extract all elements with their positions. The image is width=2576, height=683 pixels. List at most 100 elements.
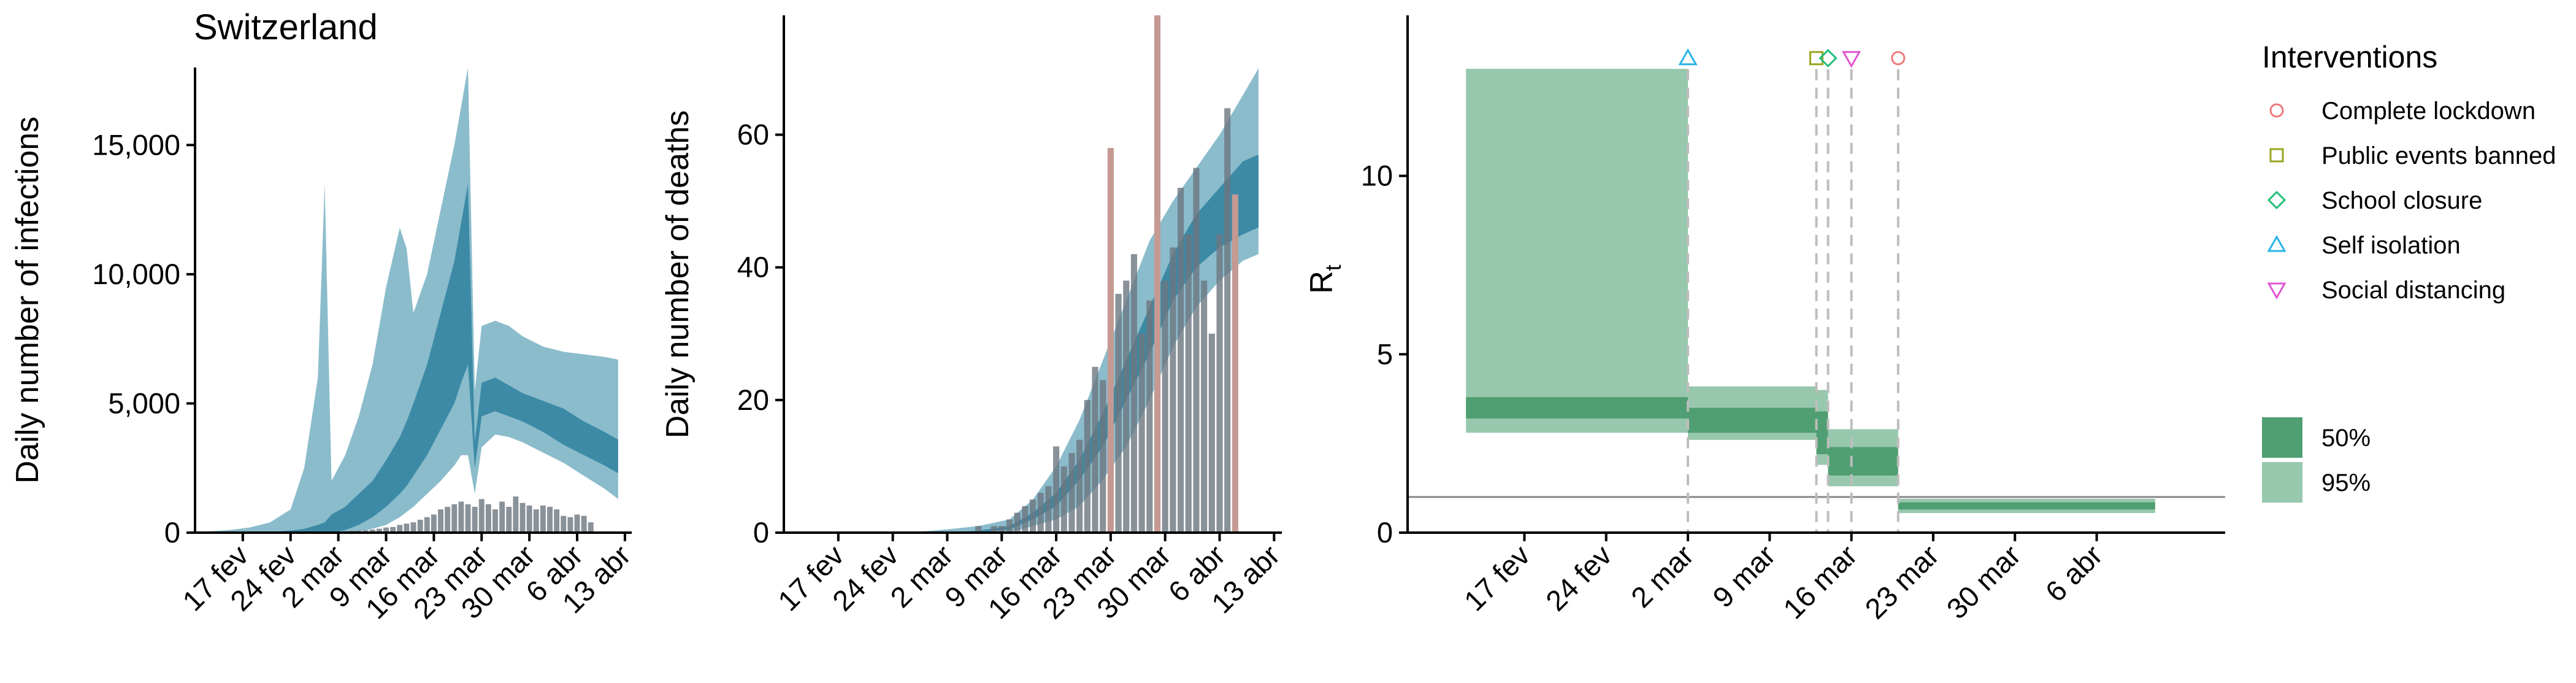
observed-bar bbox=[1100, 380, 1106, 533]
observed-bar bbox=[999, 526, 1005, 533]
observed-bar bbox=[588, 522, 594, 533]
rt-band-50 bbox=[1466, 397, 1689, 419]
y-axis-title: Daily number of deaths bbox=[660, 110, 696, 439]
y-tick-label: 5 bbox=[1377, 338, 1393, 370]
observed-bar bbox=[540, 505, 546, 533]
observed-bar bbox=[431, 514, 437, 533]
intervention-marker-circle bbox=[1891, 51, 1906, 66]
observed-bar bbox=[1201, 280, 1208, 533]
observed-bar bbox=[438, 509, 443, 533]
y-axis-title-main: R bbox=[1304, 271, 1340, 294]
observed-bar bbox=[975, 526, 982, 533]
observed-bar bbox=[1208, 333, 1215, 533]
highlight-bar bbox=[1107, 148, 1114, 533]
rt-band-50 bbox=[1688, 407, 1817, 433]
observed-bar bbox=[1123, 280, 1130, 533]
observed-bar bbox=[533, 509, 539, 533]
y-tick-label: 10,000 bbox=[92, 258, 180, 290]
intervention-marker-triangle-down bbox=[1842, 51, 1861, 68]
legend-title: Interventions bbox=[2262, 40, 2437, 74]
y-tick-label: 40 bbox=[737, 251, 769, 284]
legend-key-diamond bbox=[2267, 190, 2287, 210]
observed-bar bbox=[410, 522, 416, 533]
intervention-marker-square bbox=[1809, 51, 1823, 66]
observed-bar bbox=[513, 496, 519, 533]
observed-bar bbox=[1115, 293, 1122, 533]
observed-bar bbox=[424, 517, 430, 533]
observed-bar bbox=[1130, 254, 1138, 533]
observed-bar bbox=[376, 528, 382, 533]
band-50 bbox=[908, 155, 1259, 533]
legend-key-triangle-down bbox=[2267, 282, 2287, 300]
observed-bar bbox=[1084, 399, 1091, 533]
observed-bar bbox=[1022, 506, 1029, 533]
legend-key-square bbox=[2269, 148, 2284, 163]
y-tick-label: 0 bbox=[1377, 516, 1393, 549]
observed-bar bbox=[1138, 333, 1145, 533]
observed-bar bbox=[369, 529, 375, 533]
observed-bar bbox=[526, 505, 532, 533]
y-tick-label: 15,000 bbox=[92, 128, 180, 161]
legend-band-label: 50% bbox=[2321, 425, 2371, 452]
observed-bar bbox=[404, 523, 410, 533]
y-axis-title: Daily number of infections bbox=[10, 117, 45, 484]
observed-bar bbox=[991, 526, 997, 533]
observed-bar bbox=[1185, 234, 1192, 533]
observed-bar bbox=[445, 506, 451, 533]
legend-key-triangle-up bbox=[2267, 234, 2287, 252]
observed-bar bbox=[493, 509, 498, 533]
rt-band-95 bbox=[1466, 69, 1689, 433]
observed-bar bbox=[383, 527, 389, 533]
rt-band-50 bbox=[1898, 502, 2155, 510]
legend-item-label: Self isolation bbox=[2321, 232, 2461, 259]
observed-bar bbox=[1146, 300, 1153, 533]
intervention-marker-triangle-up bbox=[1678, 48, 1698, 66]
legend-item-label: Complete lockdown bbox=[2321, 98, 2536, 125]
observed-bar bbox=[1006, 519, 1013, 533]
observed-bar bbox=[451, 504, 458, 533]
observed-bar bbox=[1193, 168, 1200, 533]
interventions-legend: Interventions Complete lockdown Public eve… bbox=[2262, 40, 2556, 503]
y-axis-title-subscript: t bbox=[1321, 264, 1346, 271]
observed-bar bbox=[1177, 188, 1184, 533]
observed-bar bbox=[561, 515, 567, 533]
observed-bar bbox=[1092, 366, 1098, 533]
observed-bar bbox=[1029, 499, 1037, 533]
rt-band-50 bbox=[1828, 447, 1898, 476]
y-tick-label: 0 bbox=[753, 516, 769, 549]
observed-bar bbox=[499, 501, 505, 533]
observed-bar bbox=[397, 525, 403, 533]
band-50 bbox=[209, 183, 618, 533]
legend-item-label: Public events banned bbox=[2321, 142, 2556, 169]
rt-band-50 bbox=[1816, 411, 1828, 455]
observed-bar bbox=[1216, 234, 1223, 533]
observed-bar bbox=[1014, 512, 1021, 533]
observed-bar bbox=[362, 530, 369, 533]
observed-bar bbox=[417, 519, 423, 533]
observed-bar bbox=[581, 515, 587, 533]
observed-bar bbox=[547, 506, 553, 533]
observed-bar bbox=[1037, 493, 1044, 533]
legend-item-label: School closure bbox=[2321, 187, 2482, 214]
figure-title: Switzerland bbox=[194, 7, 378, 47]
observed-bar bbox=[465, 504, 471, 533]
intervention-marker-diamond bbox=[1819, 48, 1838, 68]
observed-bar bbox=[472, 506, 478, 533]
observed-bar bbox=[506, 506, 512, 533]
observed-bar bbox=[1060, 466, 1067, 533]
legend-key-circle bbox=[2269, 103, 2284, 118]
observed-bar bbox=[1052, 446, 1060, 533]
observed-bar bbox=[1162, 280, 1168, 533]
observed-bar bbox=[1170, 247, 1176, 533]
y-tick-label: 10 bbox=[1361, 160, 1393, 192]
legend-band-swatch bbox=[2262, 462, 2302, 503]
observed-bar bbox=[485, 504, 491, 533]
observed-bar bbox=[574, 514, 580, 533]
observed-bar bbox=[554, 509, 560, 533]
observed-bar bbox=[567, 517, 573, 533]
observed-bar bbox=[1076, 439, 1083, 533]
legend-band-label: 95% bbox=[2321, 469, 2371, 496]
observed-bar bbox=[458, 501, 464, 533]
highlight-bar bbox=[1154, 15, 1161, 533]
